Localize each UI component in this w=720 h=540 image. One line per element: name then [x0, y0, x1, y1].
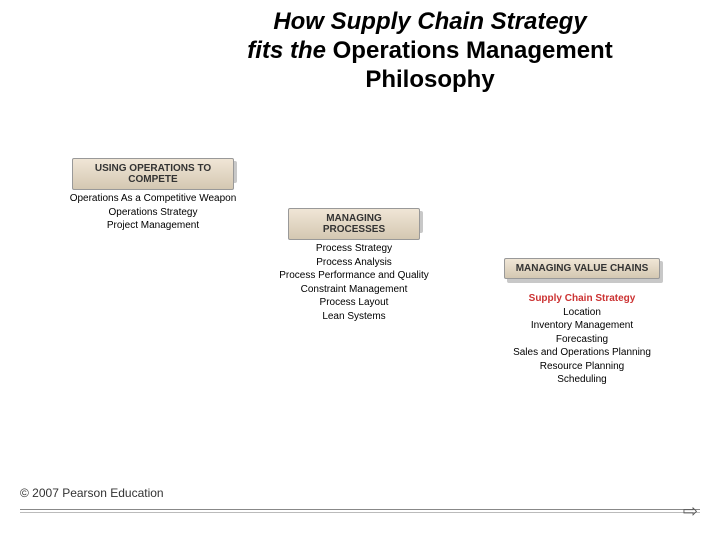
list-item: Project Management	[60, 219, 246, 233]
list-item-highlight: Supply Chain Strategy	[486, 292, 678, 306]
list-item: Operations As a Competitive Weapon	[60, 192, 246, 206]
list-item: Sales and Operations Planning	[486, 346, 678, 360]
list-item: Scheduling	[486, 373, 678, 387]
slide-title: How Supply Chain Strategy fits the Opera…	[180, 8, 680, 94]
title-line2-normal: Operations Management	[326, 37, 613, 64]
column-header-processes: MANAGING PROCESSES	[288, 208, 420, 240]
list-item: Constraint Management	[262, 283, 446, 297]
list-item: Process Layout	[262, 296, 446, 310]
next-arrow-icon[interactable]: ⇨	[683, 501, 698, 522]
title-line2-italic: fits the	[247, 37, 326, 64]
list-item: Forecasting	[486, 333, 678, 347]
list-item: Lean Systems	[262, 310, 446, 324]
column-list-operations: Operations As a Competitive Weapon Opera…	[60, 192, 246, 233]
list-item: Location	[486, 306, 678, 320]
title-line3: Philosophy	[365, 66, 494, 93]
copyright-text: © 2007 Pearson Education	[20, 486, 164, 500]
column-list-valuechains: Supply Chain Strategy Location Inventory…	[486, 292, 678, 387]
list-item: Inventory Management	[486, 319, 678, 333]
list-item: Process Analysis	[262, 256, 446, 270]
column-list-processes: Process Strategy Process Analysis Proces…	[262, 242, 446, 323]
column-header-valuechains: MANAGING VALUE CHAINS	[504, 258, 660, 279]
list-item: Resource Planning	[486, 360, 678, 374]
footer-divider	[20, 509, 700, 510]
list-item: Operations Strategy	[60, 206, 246, 220]
footer-divider-secondary	[20, 512, 700, 513]
column-header-operations: USING OPERATIONS TO COMPETE	[72, 158, 234, 190]
title-line1: How Supply Chain Strategy	[273, 8, 586, 35]
list-item: Process Strategy	[262, 242, 446, 256]
list-item: Process Performance and Quality	[262, 269, 446, 283]
